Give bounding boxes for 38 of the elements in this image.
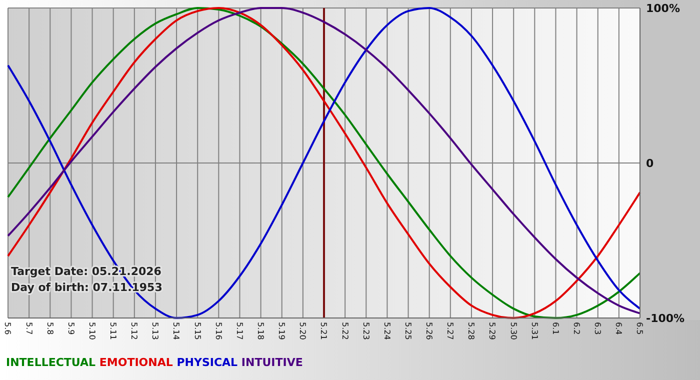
text: EMOTIONAL xyxy=(96,356,173,369)
y-tick-label: 0 xyxy=(646,156,654,170)
x-tick-label: 6.2 xyxy=(572,322,581,335)
x-tick-label: 5.31 xyxy=(530,322,539,340)
x-tick-label: 5.26 xyxy=(424,322,434,340)
x-tick-label: 5.11 xyxy=(108,322,118,340)
x-tick-label: 5.12 xyxy=(130,322,139,340)
x-tick-label: 6.3 xyxy=(593,322,602,335)
x-tick-label: 5.24 xyxy=(382,322,392,340)
y-tick-label: 100% xyxy=(646,2,680,15)
x-tick-label: 5.27 xyxy=(446,322,455,340)
x-tick-label: 5.13 xyxy=(150,322,160,340)
x-tick-label: 5.14 xyxy=(172,322,181,340)
x-tick-label: 5.28 xyxy=(466,322,476,340)
text: PHYSICAL xyxy=(172,356,238,369)
y-tick-label: -100% xyxy=(646,312,685,325)
x-tick-label: 5.7 xyxy=(24,322,34,335)
text: INTUITIVE xyxy=(238,356,303,369)
x-tick-label: 5.17 xyxy=(234,322,244,340)
x-tick-label: 5.19 xyxy=(277,322,286,340)
x-tick-label: 5.30 xyxy=(508,322,518,340)
x-tick-label: 5.20 xyxy=(298,322,308,340)
x-tick-label: 6.4 xyxy=(614,322,624,335)
x-tick-label: 5.29 xyxy=(488,322,497,340)
x-tick-label: 5.9 xyxy=(66,322,76,335)
x-tick-label: 6.1 xyxy=(550,322,560,335)
x-tick-label: 5.23 xyxy=(361,322,370,340)
text: INTELLECTUAL xyxy=(6,356,96,369)
x-tick-label: 5.22 xyxy=(340,322,350,340)
x-tick-label: 5.18 xyxy=(256,322,265,340)
x-tick-label: 5.21 xyxy=(319,322,328,340)
x-tick-label: 5.6 xyxy=(3,322,12,335)
x-tick-label: 6.5 xyxy=(635,322,644,335)
x-tick-label: 5.10 xyxy=(87,322,96,340)
x-tick-label: 5.8 xyxy=(45,322,54,335)
x-tick-label: 5.15 xyxy=(192,322,202,340)
x-tick-label: 5.16 xyxy=(214,322,223,340)
x-tick-label: 5.25 xyxy=(403,322,412,340)
